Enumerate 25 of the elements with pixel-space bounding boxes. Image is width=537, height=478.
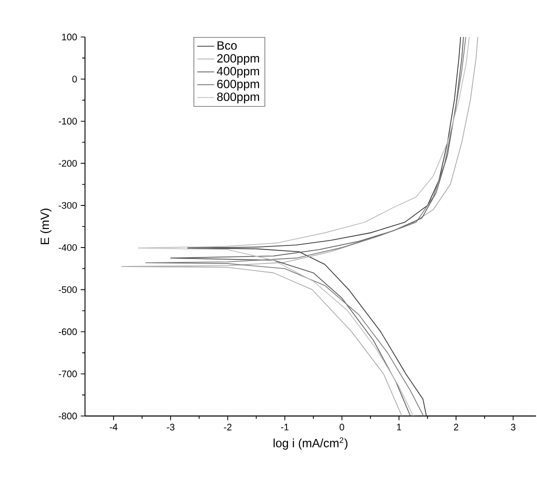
x-tick-label: -1: [281, 424, 289, 430]
y-tick-label: -700: [58, 370, 77, 378]
y-tick-label: 0: [72, 76, 77, 82]
y-tick-label: -800: [58, 412, 77, 420]
legend-label: 600ppm: [217, 80, 260, 91]
x-tick-label: 0: [340, 424, 344, 430]
y-tick-label: -400: [58, 244, 77, 251]
legend-label: 400ppm: [216, 66, 260, 78]
x-tick-label: 2: [454, 424, 458, 430]
y-tick-label: -200: [58, 160, 77, 167]
x-tick-label: 3: [510, 424, 516, 430]
y-tick-label: -300: [58, 202, 77, 209]
x-tick-label: -4: [110, 424, 118, 430]
legend-label: 200ppm: [217, 54, 260, 65]
legend-label: Bco: [218, 41, 237, 50]
y-tick-label: 100: [62, 34, 77, 40]
legend-label: 800ppm: [217, 92, 260, 104]
y-tick-label: -100: [58, 118, 77, 125]
y-axis-title: E (mV): [40, 208, 52, 244]
y-tick-label: -600: [58, 328, 77, 336]
x-tick-label: -2: [224, 424, 232, 430]
y-tick-label: -500: [58, 286, 77, 294]
x-tick-label: 1: [397, 424, 402, 430]
x-axis-title: log i (mA/cm$^{2}$): [274, 437, 348, 450]
x-tick-label: -3: [166, 424, 174, 430]
